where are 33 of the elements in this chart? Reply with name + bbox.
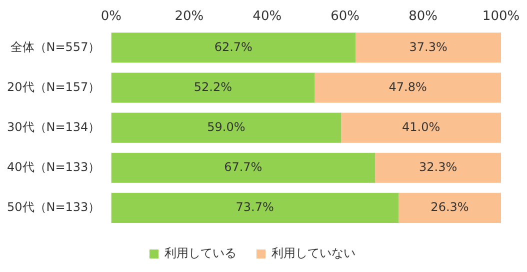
x-tick-label: 40% <box>252 9 282 24</box>
legend-label: 利用していない <box>272 246 356 260</box>
y-tick-label: 50代（N=133） <box>6 200 100 214</box>
bar <box>375 152 501 183</box>
x-tick-label: 100% <box>482 9 520 24</box>
legend-label: 利用している <box>164 246 236 260</box>
data-label: 47.8% <box>388 80 427 94</box>
y-tick-label: 30代（N=134） <box>6 120 100 134</box>
data-label: 32.3% <box>418 160 458 174</box>
bar <box>111 32 356 63</box>
bar <box>111 72 315 103</box>
x-tick-label: 60% <box>330 9 360 24</box>
y-tick-label: 40代（N=133） <box>6 160 100 174</box>
data-label: 62.7% <box>214 40 252 54</box>
y-tick-label: 20代（N=157） <box>6 80 100 94</box>
bar <box>314 72 501 103</box>
data-label: 26.3% <box>430 200 469 214</box>
bar <box>356 32 501 63</box>
data-label: 59.0% <box>207 120 246 134</box>
data-label: 67.7% <box>224 160 262 174</box>
bar <box>111 152 376 183</box>
x-tick-label: 0% <box>100 9 122 24</box>
data-label: 52.2% <box>194 80 232 94</box>
bar <box>341 112 501 143</box>
bar <box>111 112 342 143</box>
data-label: 37.3% <box>409 40 448 54</box>
bar <box>111 192 398 223</box>
data-label: 73.7% <box>236 200 274 214</box>
x-tick-label: 20% <box>174 9 204 24</box>
data-label: 41.0% <box>402 120 440 134</box>
bar <box>398 192 501 223</box>
y-tick-label: 全体（N=557） <box>10 40 100 54</box>
x-tick-label: 80% <box>408 9 438 24</box>
